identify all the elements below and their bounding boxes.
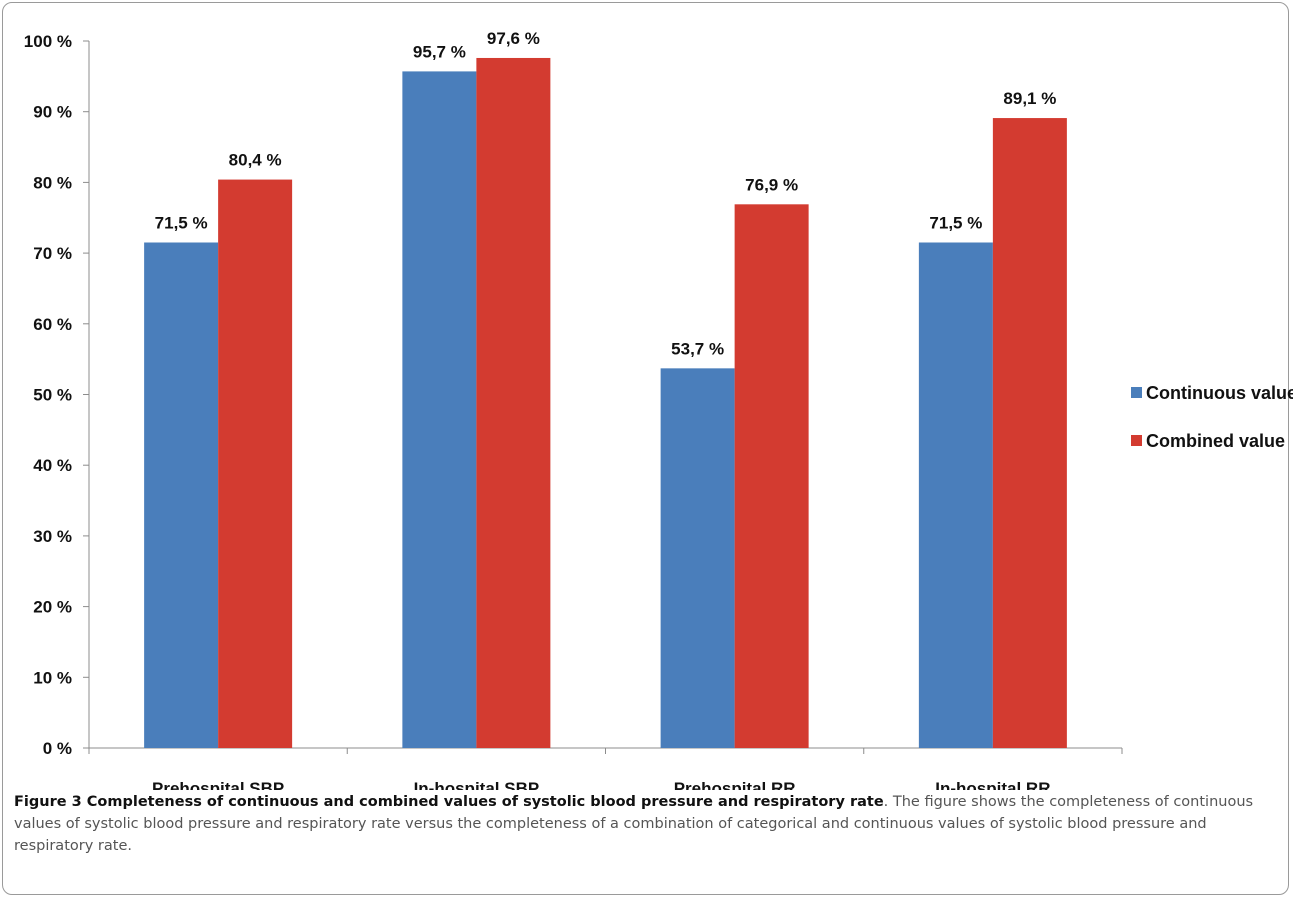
legend-swatch [1131, 387, 1142, 398]
y-tick-label: 70 % [33, 244, 72, 263]
y-tick-label: 100 % [24, 32, 72, 51]
legend-swatch [1131, 435, 1142, 446]
x-category-label: In-hospital RR [935, 779, 1050, 790]
data-label: 76,9 % [745, 175, 798, 194]
y-tick-label: 40 % [33, 456, 72, 475]
bar-continuous-value [660, 368, 735, 748]
bar-combined-value [992, 118, 1067, 749]
y-tick-label: 50 % [33, 386, 72, 405]
x-category-label: Prehospital RR [674, 779, 796, 790]
x-category-label: In-hospital SBP [414, 779, 540, 790]
data-label: 95,7 % [413, 42, 466, 61]
data-label: 80,4 % [229, 151, 282, 170]
figure-caption: Figure 3 Completeness of continuous and … [14, 791, 1278, 857]
y-tick-label: 0 % [43, 739, 72, 758]
bar-continuous-value [402, 71, 477, 748]
x-category-label: Prehospital SBP [152, 779, 284, 790]
bar-combined-value [734, 204, 809, 748]
bar-chart: 0 % 10 % 20 % 30 % 40 % 50 % 60 % 70 % 80 % 90 % 1… [24, 29, 1293, 790]
y-tick-label: 30 % [33, 527, 72, 546]
y-tick-label: 10 % [33, 668, 72, 687]
data-label: 71,5 % [929, 213, 982, 232]
bar-continuous-value [918, 242, 993, 748]
legend-label: Combined value [1146, 431, 1285, 451]
caption-label: Figure 3 [14, 794, 82, 810]
data-label: 53,7 % [671, 339, 724, 358]
data-label: 71,5 % [155, 213, 208, 232]
y-tick-label: 80 % [33, 173, 72, 192]
data-label: 89,1 % [1003, 89, 1056, 108]
legend-label: Continuous value [1146, 383, 1293, 403]
caption-title: Completeness of continuous and combined … [86, 794, 884, 810]
data-label: 97,6 % [487, 29, 540, 48]
bar-combined-value [218, 179, 293, 748]
caption-text: . The figure shows the completeness of c… [14, 794, 1254, 854]
y-tick-label: 90 % [33, 103, 72, 122]
y-tick-label: 20 % [33, 598, 72, 617]
bar-combined-value [476, 57, 551, 748]
bar-continuous-value [144, 242, 219, 748]
y-tick-label: 60 % [33, 315, 72, 334]
